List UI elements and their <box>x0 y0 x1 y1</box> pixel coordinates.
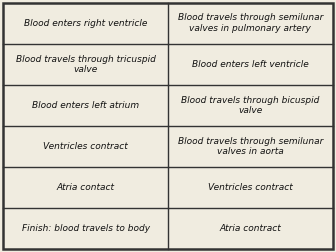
Text: Blood travels through tricuspid
valve: Blood travels through tricuspid valve <box>16 55 156 74</box>
Text: Blood travels through semilunar
valves in pulmonary artery: Blood travels through semilunar valves i… <box>178 13 323 33</box>
Text: Blood enters left ventricle: Blood enters left ventricle <box>192 60 309 69</box>
Text: Atria contact: Atria contact <box>57 183 115 192</box>
Text: Atria contract: Atria contract <box>219 224 281 233</box>
Text: Blood travels through semilunar
valves in aorta: Blood travels through semilunar valves i… <box>178 137 323 156</box>
Text: Blood enters left atrium: Blood enters left atrium <box>32 101 139 110</box>
Text: Ventricles contract: Ventricles contract <box>43 142 128 151</box>
Text: Finish: blood travels to body: Finish: blood travels to body <box>22 224 150 233</box>
Text: Ventricles contract: Ventricles contract <box>208 183 293 192</box>
Text: Blood travels through bicuspid
valve: Blood travels through bicuspid valve <box>181 96 320 115</box>
Text: Blood enters right ventricle: Blood enters right ventricle <box>24 19 148 28</box>
